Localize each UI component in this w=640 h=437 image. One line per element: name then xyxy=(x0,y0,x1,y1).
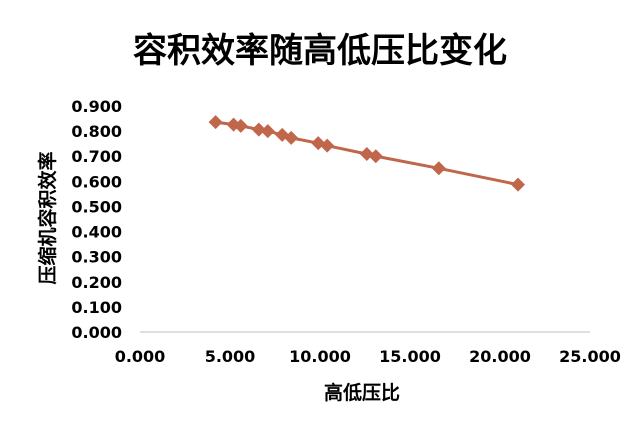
data-point xyxy=(260,124,275,139)
data-point xyxy=(233,118,248,133)
x-axis-ticks: 0.000 5.000 10.000 15.000 20.000 25.000 xyxy=(115,347,621,366)
data-point xyxy=(251,122,266,137)
data-point xyxy=(431,161,446,176)
data-point xyxy=(320,138,335,153)
y-tick-label: 0.500 xyxy=(71,197,122,216)
data-point xyxy=(511,177,525,192)
x-tick-label: 10.000 xyxy=(289,347,351,366)
y-tick-label: 0.100 xyxy=(71,298,122,317)
x-tick-label: 15.000 xyxy=(379,347,441,366)
x-tick-label: 5.000 xyxy=(205,347,256,366)
y-axis-ticks: 0.000 0.100 0.200 0.300 0.400 0.500 0.600 0.700… xyxy=(71,97,122,342)
data-point xyxy=(226,117,241,132)
y-tick-label: 0.700 xyxy=(71,147,122,166)
y-tick-label: 0.900 xyxy=(71,97,122,116)
y-axis-title: 压缩机容积效率 xyxy=(36,151,59,284)
x-tick-label: 25.000 xyxy=(559,347,621,366)
x-axis-title: 高低压比 xyxy=(324,381,400,404)
y-tick-label: 0.800 xyxy=(71,122,122,141)
y-tick-label: 0.600 xyxy=(71,172,122,191)
data-point xyxy=(208,115,223,130)
y-tick-label: 0.200 xyxy=(71,273,122,292)
y-tick-label: 0.400 xyxy=(71,223,122,242)
y-tick-label: 0.300 xyxy=(71,248,122,267)
chart-title: 容积效率随高低压比变化 xyxy=(133,31,507,71)
x-tick-label: 20.000 xyxy=(469,347,531,366)
x-tick-label: 0.000 xyxy=(115,347,166,366)
data-point xyxy=(284,130,299,145)
y-tick-label: 0.000 xyxy=(71,323,122,342)
data-point xyxy=(368,149,383,164)
plot-area xyxy=(208,115,525,192)
